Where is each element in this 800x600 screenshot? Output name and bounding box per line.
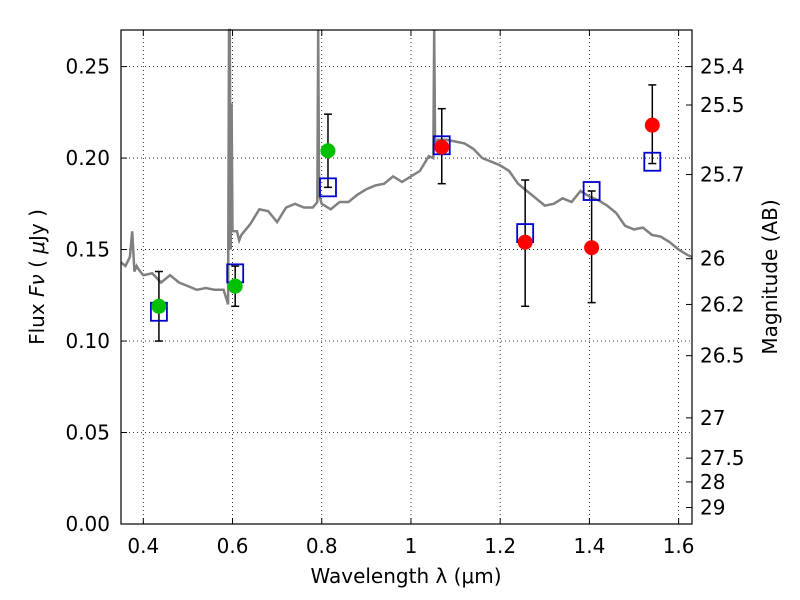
grid-layer (121, 30, 692, 524)
mag-tick-label: 27.5 (700, 446, 745, 470)
marker-layer (150, 117, 662, 322)
mag-tick-label: 25.4 (700, 55, 745, 79)
y-tick-label: 0.20 (65, 146, 110, 170)
infrared-data-point (517, 234, 533, 250)
x-tick-label: 1.6 (663, 534, 695, 558)
mag-tick-label: 26 (700, 247, 725, 271)
infrared-data-point (644, 117, 660, 133)
right-axis-title: Magnitude (AB) (758, 199, 782, 354)
mag-tick-label: 26.2 (700, 292, 745, 316)
y-tick-label: 0.00 (65, 512, 110, 536)
y-axis: 0.00 0.05 0.10 0.15 0.20 0.25 (65, 55, 127, 536)
mag-tick-label: 28 (700, 470, 725, 494)
x-tick-label: 0.6 (217, 534, 249, 558)
plot-frame (120, 29, 693, 525)
model-photometry-square (643, 151, 662, 172)
model-photometry-square (319, 177, 337, 198)
mag-tick-label: 29 (700, 496, 725, 520)
x-tick-label: 1.2 (484, 534, 516, 558)
x-axis: 0.4 0.6 0.8 1 1.2 1.4 1.6 (127, 30, 695, 558)
mag-tick-label: 25.7 (700, 163, 745, 187)
y-tick-label: 0.25 (65, 55, 110, 79)
x-tick-label: 1 (405, 534, 418, 558)
y-tick-label: 0.15 (65, 238, 110, 262)
spectrum-layer (120, 28, 693, 305)
model-photometry-square (582, 181, 601, 201)
infrared-data-point (434, 139, 450, 155)
y-tick-label: 0.10 (65, 329, 110, 353)
mag-tick-label: 25.5 (700, 93, 745, 117)
x-tick-label: 0.4 (127, 534, 159, 558)
mag-tick-label: 26.5 (700, 344, 745, 368)
optical-data-point (320, 143, 336, 159)
mag-tick-label: 27 (700, 406, 725, 430)
model-spectrum-line (120, 28, 693, 305)
optical-data-point (227, 278, 243, 294)
x-axis-title: Wavelength λ (μm) (310, 564, 501, 588)
optical-data-point (151, 298, 167, 314)
x-tick-label: 1.4 (573, 534, 605, 558)
infrared-data-point (584, 240, 600, 256)
x-tick-label: 0.8 (306, 534, 338, 558)
y-axis-title: Flux Fν ( μJy ) (25, 209, 49, 345)
y-tick-label: 0.05 (65, 421, 110, 445)
